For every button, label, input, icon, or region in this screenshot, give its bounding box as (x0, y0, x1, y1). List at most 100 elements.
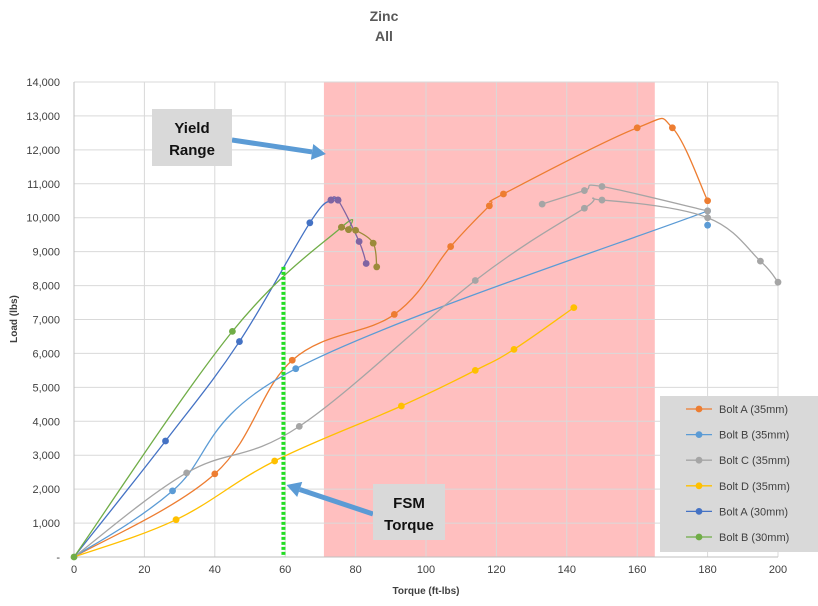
legend: Bolt A (35mm) Bolt B (35mm) Bolt C (35mm) B… (660, 396, 818, 552)
y-tick-label: 4,000 (32, 416, 60, 428)
data-point (397, 402, 405, 410)
data-point (295, 422, 303, 430)
data-point (172, 516, 180, 524)
x-tick-label: 80 (349, 564, 361, 576)
data-point (471, 366, 479, 374)
y-tick-label: 13,000 (26, 111, 60, 123)
x-tick-label: 200 (769, 564, 787, 576)
series-line (73, 197, 779, 558)
data-point (581, 204, 588, 212)
y-tick-label: 14,000 (26, 77, 60, 89)
y-tick-label: 8,000 (32, 281, 60, 293)
legend-swatch-marker (695, 508, 703, 515)
data-point (633, 124, 641, 132)
y-tick-label: 3,000 (32, 450, 60, 462)
legend-item-bolt-c-35mm: Bolt C (35mm) (686, 455, 790, 467)
legend-swatch-marker (695, 533, 703, 541)
data-point (471, 277, 479, 284)
x-axis-label: Torque (ft-lbs) (392, 586, 459, 597)
series-bolt-c-35mm (73, 196, 782, 558)
y-axis-label: Load (lbs) (9, 295, 20, 343)
y-tick-label: - (56, 552, 60, 564)
y-tick-label: 7,000 (32, 315, 60, 327)
series-lines (70, 117, 782, 561)
y-tick-label: 9,000 (32, 247, 60, 259)
data-point (338, 223, 345, 231)
data-point (581, 187, 588, 194)
legend-swatch-marker (695, 431, 703, 438)
data-point (211, 470, 219, 478)
y-tick-label: 5,000 (32, 382, 60, 394)
x-tick-label: 180 (698, 564, 716, 576)
y-tick-label: 11,000 (27, 179, 60, 191)
series-bolt-b-35mm-segment (704, 221, 711, 229)
data-point (183, 469, 191, 477)
chart-subtitle: All (375, 28, 393, 44)
data-point (570, 304, 578, 312)
series-bolt-a-35mm (73, 117, 711, 558)
series-line (73, 210, 708, 558)
data-point (271, 457, 279, 465)
legend-item-bolt-a-35mm: Bolt A (35mm) (686, 404, 788, 416)
data-point (390, 311, 398, 318)
data-point (162, 437, 169, 445)
data-point (355, 238, 363, 245)
data-point (757, 257, 764, 265)
data-point (704, 214, 711, 222)
data-point (538, 200, 546, 208)
callouts: Yield Range FSM Torque (152, 109, 445, 540)
x-tick-label: 60 (279, 564, 291, 576)
legend-label: Bolt A (35mm) (719, 404, 788, 416)
y-tick-label: 2,000 (32, 484, 60, 496)
x-tick-label: 140 (558, 564, 576, 576)
data-point (345, 226, 352, 233)
legend-item-bolt-d-35mm: Bolt D (35mm) (686, 481, 790, 493)
series-line (73, 219, 354, 558)
data-point (373, 263, 381, 271)
series-line (330, 196, 367, 264)
fsm-callout-box (373, 484, 445, 540)
y-tick-label: 10,000 (26, 213, 60, 225)
x-tick-label: 0 (71, 564, 77, 576)
chart-title: Zinc (370, 8, 399, 24)
data-point (352, 226, 359, 234)
data-point (598, 196, 606, 204)
legend-item-bolt-a-30mm: Bolt A (30mm) (686, 506, 788, 518)
yield-callout-text-line: Range (169, 142, 215, 159)
legend-item-bolt-b-35mm: Bolt B (35mm) (686, 430, 789, 442)
series-bolt-d-35mm (73, 304, 578, 558)
legend-box (660, 396, 818, 552)
legend-swatch-marker (695, 405, 703, 413)
y-tick-label: 1,000 (32, 518, 60, 530)
data-point (774, 278, 782, 286)
series-bolt-b-30mm-segment (338, 223, 381, 271)
origin-point (70, 553, 78, 561)
data-point (485, 202, 493, 210)
legend-label: Bolt C (35mm) (719, 455, 790, 467)
fsm-arrow-head (286, 481, 303, 498)
x-tick-label: 20 (138, 564, 150, 576)
yield-callout-text-line: Yield (174, 120, 209, 137)
data-point (669, 124, 676, 132)
y-tick-label: 12,000 (26, 145, 60, 157)
data-point (306, 219, 314, 227)
x-tick-label: 120 (487, 564, 505, 576)
data-point (598, 183, 606, 190)
series-bolt-b-30mm (73, 219, 354, 558)
series-bolt-c-35mm-segment (538, 183, 711, 215)
x-tick-label: 40 (209, 564, 221, 576)
data-point (447, 243, 455, 250)
legend-label: Bolt A (30mm) (719, 506, 788, 518)
data-point (292, 365, 300, 373)
yield-arrow-shaft (231, 137, 313, 155)
data-point (704, 197, 711, 205)
fsm-arrow-shaft (298, 487, 374, 517)
legend-label: Bolt B (30mm) (719, 532, 789, 544)
series-line (73, 117, 709, 558)
legend-label: Bolt B (35mm) (719, 430, 789, 442)
fsm-callout-text-line: Torque (384, 517, 434, 534)
data-point (288, 356, 296, 364)
x-tick-label: 100 (417, 564, 435, 576)
legend-item-bolt-b-30mm: Bolt B (30mm) (686, 532, 789, 544)
